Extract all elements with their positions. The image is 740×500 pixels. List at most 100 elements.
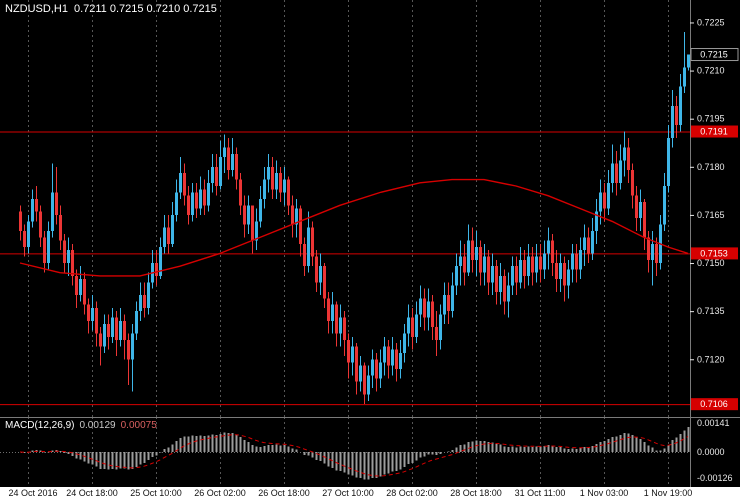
ma-line: [19, 178, 689, 277]
candle-body: [603, 192, 606, 209]
candle-body: [507, 285, 510, 302]
candle-body: [87, 304, 90, 321]
candle-body: [419, 298, 422, 315]
candle-body: [127, 340, 130, 360]
candle-body: [375, 359, 378, 379]
candle-body: [607, 182, 610, 209]
candle-body: [255, 221, 258, 241]
candle-body: [295, 208, 298, 225]
candle-body: [491, 266, 494, 283]
candle-body: [391, 349, 394, 366]
price-axis[interactable]: [690, 0, 740, 487]
candle-body: [303, 243, 306, 267]
candle-body: [63, 240, 66, 264]
candle-body: [71, 250, 74, 276]
macd-signal-line: [19, 434, 689, 477]
candle-body: [299, 208, 302, 244]
candle-body: [647, 237, 650, 260]
time-axis[interactable]: 24 Oct 2016 24 Oct 18:00 25 Oct 10:00 26 Oc…: [0, 487, 740, 500]
candle-body: [335, 304, 338, 334]
candle-body: [227, 147, 230, 171]
candle-body: [403, 333, 406, 353]
candle-body: [435, 327, 438, 341]
candle-body: [231, 153, 234, 171]
candle-body: [639, 202, 642, 219]
candle-body: [583, 237, 586, 251]
current-price-tag: [690, 48, 739, 62]
candle-body: [175, 192, 178, 215]
time-label: 28 Oct 02:00: [386, 488, 438, 498]
candle-body: [559, 263, 562, 280]
candle-body: [59, 214, 62, 241]
candle-body: [667, 137, 670, 187]
candle-body: [431, 301, 434, 328]
price-tick-label: 0.7135: [697, 306, 725, 316]
candle-body: [651, 243, 654, 260]
price-chart[interactable]: 0.72250.72100.71950.71800.71650.71500.71…: [0, 0, 740, 417]
candle-body: [471, 240, 474, 260]
candle-body: [459, 256, 462, 267]
current-price-tag-label: 0.7215: [700, 50, 728, 60]
candle-body: [239, 179, 242, 206]
candle-body: [323, 266, 326, 299]
candle-body: [675, 105, 678, 126]
candle-body: [187, 195, 190, 215]
candle-body: [91, 307, 94, 321]
candle-body: [447, 295, 450, 312]
candle-body: [571, 253, 574, 270]
time-label: 1 Nov 19:00: [643, 488, 693, 498]
candle-body: [107, 323, 110, 337]
candle-body: [203, 189, 206, 206]
candle-body: [567, 269, 570, 286]
level-price-tag-label: 0.7191: [700, 127, 728, 137]
candle-body: [487, 256, 490, 283]
candle-body: [319, 266, 322, 283]
price-tick-label: 0.7225: [697, 17, 725, 27]
candle-body: [167, 227, 170, 244]
candle-body: [443, 295, 446, 315]
candle-body: [655, 243, 658, 264]
candle-body: [687, 54, 690, 68]
time-label: 25 Oct 10:00: [130, 488, 182, 498]
candle-body: [339, 317, 342, 334]
candle-body: [399, 352, 402, 369]
candle-body: [619, 160, 622, 183]
candle-body: [575, 253, 578, 270]
candle-body: [427, 301, 430, 318]
price-tick-label: 0.7210: [697, 66, 725, 76]
candle-body: [415, 314, 418, 337]
candle-body: [263, 179, 266, 199]
candle-body: [555, 263, 558, 280]
candle-body: [51, 192, 54, 231]
candle-body: [171, 214, 174, 244]
candle-body: [219, 157, 222, 187]
candle-body: [195, 192, 198, 209]
candle-body: [31, 198, 34, 222]
candle-body: [587, 237, 590, 254]
price-tick-label: 0.7120: [697, 354, 725, 364]
candle-body: [519, 259, 522, 283]
candle-body: [19, 211, 22, 231]
candle-body: [463, 256, 466, 273]
price-tick-label: 0.7180: [697, 162, 725, 172]
candle-body: [503, 275, 506, 302]
candle-body: [543, 253, 546, 270]
candle-body: [207, 182, 210, 206]
candle-body: [131, 333, 134, 360]
candle-body: [351, 346, 354, 363]
candle-body: [523, 259, 526, 276]
candle-body: [363, 365, 366, 395]
candle-body: [179, 173, 182, 193]
candle-body: [315, 256, 318, 283]
candle-body: [527, 256, 530, 276]
candle-body: [99, 333, 102, 347]
macd-chart[interactable]: 0.00141 0.0000 -0.00126: [0, 417, 740, 487]
candle-body: [267, 166, 270, 180]
candle-body: [539, 256, 542, 270]
candle-body: [679, 86, 682, 126]
candle-body: [455, 266, 458, 286]
candle-body: [163, 227, 166, 247]
candle-body: [43, 237, 46, 264]
macd-main-value: 0.00129: [79, 420, 116, 431]
candle-body: [95, 307, 98, 334]
